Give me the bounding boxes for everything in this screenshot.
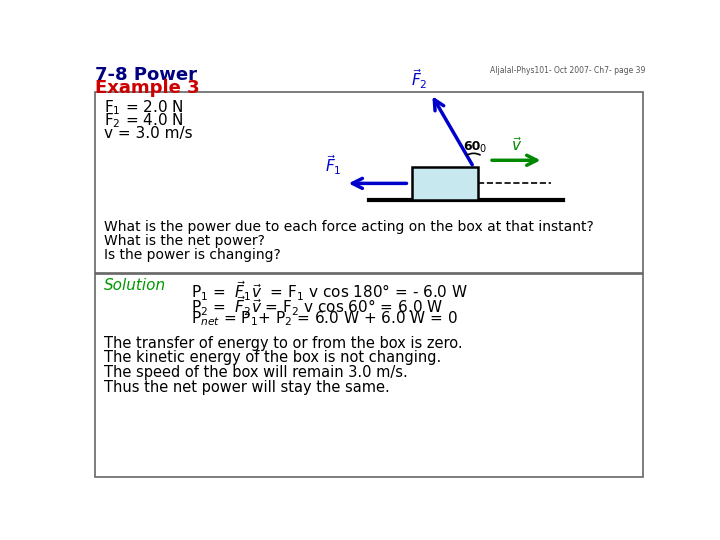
Bar (96, 274, 642, 477)
Text: F$_2$ = 4.0 N: F$_2$ = 4.0 N (104, 112, 184, 131)
Text: The kinetic energy of the box is not changing.: The kinetic energy of the box is not cha… (104, 350, 441, 366)
Text: Is the power is changing?: Is the power is changing? (104, 248, 281, 262)
Text: P$_2$ =  $\vec{F}_2\vec{v}$ = F$_2$ v cos 60° = 6.0 W: P$_2$ = $\vec{F}_2\vec{v}$ = F$_2$ v cos… (191, 294, 443, 318)
Text: $\vec{F}_2$: $\vec{F}_2$ (410, 67, 427, 91)
Text: The speed of the box will remain 3.0 m/s.: The speed of the box will remain 3.0 m/s… (104, 365, 408, 380)
Text: P$_{net}$ = P$_1$+ P$_2$ = 6.0 W + 6.0 W = 0: P$_{net}$ = P$_1$+ P$_2$ = 6.0 W + 6.0 W… (191, 309, 458, 328)
Text: 7-8 Power: 7-8 Power (96, 66, 197, 84)
Bar (96, 92, 642, 273)
Text: $\vec{v}$: $\vec{v}$ (510, 136, 522, 154)
Text: The transfer of energy to or from the box is zero.: The transfer of energy to or from the bo… (104, 336, 462, 351)
Text: What is the net power?: What is the net power? (104, 234, 265, 248)
Text: $\vec{F}_1$: $\vec{F}_1$ (325, 153, 342, 177)
Text: v = 3.0 m/s: v = 3.0 m/s (104, 126, 192, 140)
Bar (412, 167, 477, 200)
Text: What is the power due to each force acting on the box at that instant?: What is the power due to each force acti… (104, 220, 594, 234)
Text: 60: 60 (463, 140, 480, 153)
Text: Example 3: Example 3 (96, 79, 200, 97)
Text: Solution: Solution (104, 278, 166, 293)
Text: Aljalal-Phys101- Oct 2007- Ch7- page 39: Aljalal-Phys101- Oct 2007- Ch7- page 39 (490, 65, 645, 75)
Text: 0: 0 (480, 144, 486, 154)
Text: P$_1$ =  $\vec{F}_1\vec{v}$  = F$_1$ v cos 180° = - 6.0 W: P$_1$ = $\vec{F}_1\vec{v}$ = F$_1$ v cos… (191, 279, 468, 302)
Text: Thus the net power will stay the same.: Thus the net power will stay the same. (104, 380, 390, 395)
Text: F$_1$ = 2.0 N: F$_1$ = 2.0 N (104, 98, 184, 117)
